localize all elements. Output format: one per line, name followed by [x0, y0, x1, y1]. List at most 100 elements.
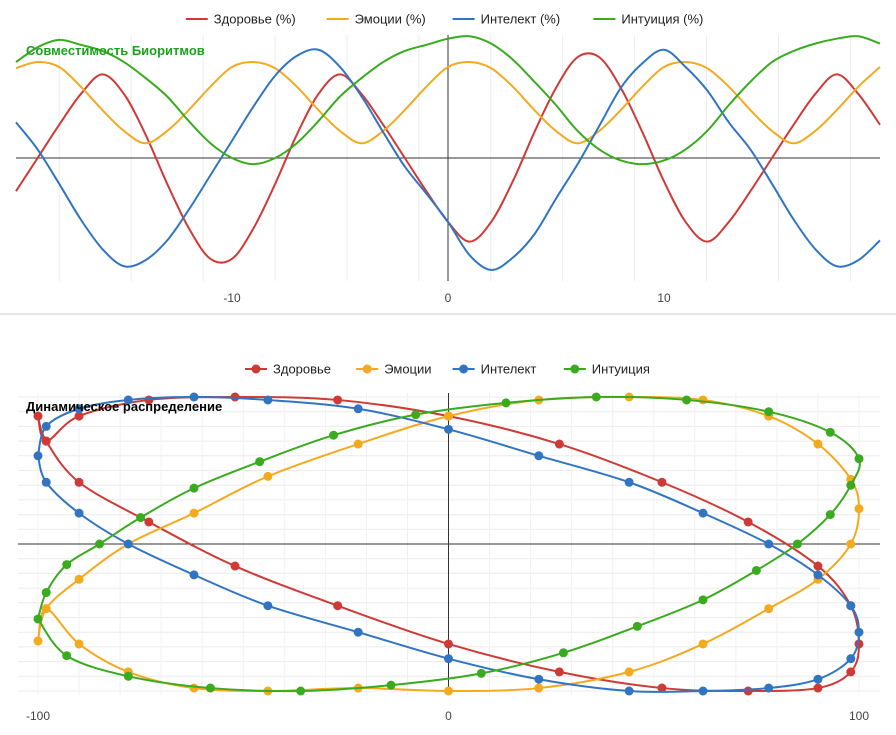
chart2-point-здоровье[interactable] — [846, 667, 856, 677]
chart2-point-здоровье[interactable] — [813, 561, 823, 571]
chart2-point-интуиция[interactable] — [189, 483, 199, 493]
chart1-legend-item-здоровье[interactable]: Здоровье (%) — [185, 12, 296, 27]
chart2-point-здоровье[interactable] — [554, 439, 564, 449]
chart2-point-эмоции[interactable] — [698, 395, 708, 405]
chart2-point-эмоции[interactable] — [854, 504, 864, 514]
chart2-point-эмоции[interactable] — [41, 604, 51, 614]
chart2-point-интелект[interactable] — [353, 404, 363, 414]
chart2-legend-item-интелект[interactable]: Интелект — [452, 362, 537, 377]
chart1-legend-item-эмоции[interactable]: Эмоции (%) — [326, 12, 426, 27]
chart2-point-здоровье[interactable] — [230, 561, 240, 571]
chart2-point-интуиция[interactable] — [411, 410, 421, 420]
chart2-point-интелект[interactable] — [624, 686, 634, 696]
chart2-point-интелект[interactable] — [123, 539, 133, 549]
chart1-series-line-эмоции[interactable] — [15, 61, 881, 145]
chart2-point-здоровье[interactable] — [33, 411, 43, 421]
chart2-point-эмоции[interactable] — [698, 639, 708, 649]
chart2-point-интелект[interactable] — [33, 451, 43, 461]
chart2-point-здоровье[interactable] — [743, 517, 753, 527]
chart2-point-интуиция[interactable] — [329, 430, 339, 440]
chart2-point-интуиция[interactable] — [95, 539, 105, 549]
chart2-point-интуиция[interactable] — [792, 539, 802, 549]
chart2-point-интелект[interactable] — [698, 508, 708, 518]
chart2-point-здоровье[interactable] — [554, 667, 564, 677]
chart2-point-здоровье[interactable] — [444, 639, 453, 649]
chart2-point-здоровье[interactable] — [74, 411, 84, 421]
chart2-point-интелект[interactable] — [74, 508, 84, 518]
chart2-point-интуиция[interactable] — [682, 395, 692, 405]
chart1-legend[interactable]: Здоровье (%) Эмоции (%) Интелект (%) Интуиц… — [185, 12, 704, 27]
chart2-point-интуиция[interactable] — [632, 621, 642, 631]
chart2-point-эмоции[interactable] — [74, 639, 84, 649]
chart2-point-интелект[interactable] — [534, 674, 544, 684]
chart2-point-интуиция[interactable] — [751, 565, 761, 575]
chart2-point-интелект[interactable] — [263, 601, 273, 611]
chart2-legend-item-эмоции[interactable]: Эмоции — [356, 362, 432, 377]
chart2-point-интелект[interactable] — [624, 477, 634, 487]
chart2-point-здоровье[interactable] — [144, 517, 154, 527]
chart2-point-здоровье[interactable] — [41, 436, 51, 446]
chart2-point-интелект[interactable] — [444, 424, 453, 434]
chart2-point-эмоции[interactable] — [33, 636, 43, 646]
chart2-point-эмоции[interactable] — [444, 411, 453, 421]
chart2-point-интуиция[interactable] — [558, 648, 568, 658]
chart2-point-интелект[interactable] — [263, 395, 273, 405]
chart2-point-интуиция[interactable] — [501, 398, 511, 408]
chart2-point-интуиция[interactable] — [296, 686, 306, 696]
chart2-legend-item-здоровье[interactable]: Здоровье — [245, 362, 331, 377]
chart2-point-эмоции[interactable] — [189, 508, 199, 518]
chart2-point-интелект[interactable] — [813, 674, 823, 684]
chart2-point-интелект[interactable] — [123, 395, 133, 405]
chart2-point-интелект[interactable] — [41, 421, 51, 431]
chart2-point-интуиция[interactable] — [764, 407, 774, 417]
chart2-point-интуиция[interactable] — [41, 588, 51, 598]
chart2-legend-item-интуиция[interactable]: Интуиция — [563, 362, 650, 377]
chart2-point-здоровье[interactable] — [813, 683, 823, 693]
chart2-point-здоровье[interactable] — [333, 395, 343, 405]
chart2-point-интуиция[interactable] — [123, 671, 133, 681]
chart2-point-здоровье[interactable] — [743, 686, 753, 696]
chart2-point-интелект[interactable] — [846, 601, 856, 611]
chart2-point-интуиция[interactable] — [205, 683, 215, 693]
chart2-legend[interactable]: Здоровье Эмоции Интелект Интуиция — [245, 362, 650, 377]
chart2-point-эмоции[interactable] — [189, 683, 199, 693]
chart1-legend-item-интелект[interactable]: Интелект (%) — [452, 12, 561, 27]
chart2-point-эмоции[interactable] — [534, 683, 544, 693]
chart2-point-интелект[interactable] — [534, 451, 544, 461]
chart2-point-эмоции[interactable] — [813, 439, 823, 449]
chart2-point-эмоции[interactable] — [444, 686, 453, 696]
chart2-point-эмоции[interactable] — [846, 539, 856, 549]
chart2-point-интуиция[interactable] — [136, 513, 146, 523]
chart2-point-интелект[interactable] — [764, 683, 774, 693]
chart2-point-здоровье[interactable] — [657, 683, 667, 693]
chart2-point-интелект[interactable] — [189, 392, 199, 402]
chart2-point-интуиция[interactable] — [591, 392, 601, 402]
chart2-point-здоровье[interactable] — [657, 477, 667, 487]
chart2-point-интуиция[interactable] — [825, 510, 835, 520]
chart2-point-интелект[interactable] — [854, 627, 864, 637]
chart2-point-интелект[interactable] — [698, 686, 708, 696]
chart2-point-интелект[interactable] — [846, 654, 856, 664]
chart2-point-здоровье[interactable] — [74, 477, 84, 487]
chart1-legend-item-интуиция[interactable]: Интуиция (%) — [593, 12, 703, 27]
chart2-point-эмоции[interactable] — [74, 574, 84, 584]
chart2-point-эмоции[interactable] — [624, 667, 634, 677]
chart2-point-интуиция[interactable] — [476, 668, 486, 678]
chart2-point-интуиция[interactable] — [255, 457, 265, 467]
chart2-point-интуиция[interactable] — [825, 427, 835, 437]
chart2-point-интелект[interactable] — [764, 539, 774, 549]
chart2-point-эмоции[interactable] — [764, 604, 774, 614]
chart2-point-интуиция[interactable] — [854, 454, 864, 464]
chart2-point-интелект[interactable] — [189, 570, 199, 580]
chart2-point-интелект[interactable] — [74, 404, 84, 414]
chart1-series-line-интуиция[interactable] — [15, 35, 881, 166]
chart2-point-интуиция[interactable] — [62, 651, 72, 661]
chart2-point-здоровье[interactable] — [333, 601, 343, 611]
chart2-point-интуиция[interactable] — [33, 614, 43, 624]
chart2-point-интелект[interactable] — [353, 627, 363, 637]
chart2-point-эмоции[interactable] — [263, 471, 273, 481]
chart2-point-интуиция[interactable] — [846, 480, 856, 490]
chart2-point-интелект[interactable] — [41, 477, 51, 487]
chart2-point-интуиция[interactable] — [62, 560, 72, 570]
chart2-point-интелект[interactable] — [813, 570, 823, 580]
